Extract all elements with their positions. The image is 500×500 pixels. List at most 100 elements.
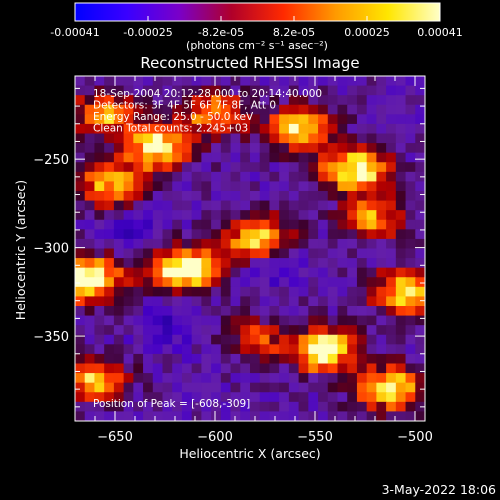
heatmap-cell <box>220 162 232 173</box>
heatmap-cell <box>230 76 241 87</box>
heatmap-cell <box>162 143 173 154</box>
heatmap-cell <box>250 267 261 278</box>
heatmap-cell <box>318 353 329 365</box>
heatmap-cell <box>347 248 358 259</box>
heatmap-cell <box>347 392 358 403</box>
heatmap-cell <box>230 401 241 413</box>
heatmap-cell <box>230 162 241 173</box>
y-tick-label: −300 <box>33 242 69 257</box>
heatmap-cell <box>240 296 251 307</box>
heatmap-cell <box>269 238 280 250</box>
heatmap-cell <box>376 114 387 125</box>
heatmap-cell <box>162 152 173 163</box>
heatmap-cell <box>104 267 115 278</box>
heatmap-cell <box>259 325 271 336</box>
heatmap-cell <box>94 344 105 355</box>
heatmap-cell <box>230 373 241 384</box>
heatmap-cell <box>395 219 407 230</box>
heatmap-cell <box>94 104 105 115</box>
heatmap-cell <box>191 162 202 173</box>
heatmap-cell <box>113 123 125 135</box>
heatmap-cell <box>191 392 202 403</box>
y-axis-label: Heliocentric Y (arcsec) <box>13 180 28 320</box>
heatmap-cell <box>298 248 309 259</box>
heatmap-cell <box>415 238 425 250</box>
heatmap-cell <box>318 76 329 87</box>
heatmap-cell <box>133 200 144 211</box>
heatmap-cell <box>230 104 241 115</box>
heatmap-cell <box>288 296 300 307</box>
heatmap-cell <box>318 363 329 374</box>
heatmap-cell <box>240 238 251 250</box>
heatmap-cell <box>172 353 183 365</box>
heatmap-cell <box>123 152 134 163</box>
heatmap-cell <box>288 123 300 135</box>
heatmap-cell <box>279 401 290 413</box>
heatmap-cell <box>386 353 397 365</box>
heatmap-cell <box>279 143 290 154</box>
heatmap-cell <box>123 219 134 230</box>
heatmap-cell <box>395 267 407 278</box>
heatmap-cell <box>84 382 96 393</box>
heatmap-cell <box>152 152 164 163</box>
heatmap-cell <box>211 85 222 96</box>
heatmap-cell <box>152 219 164 230</box>
heatmap-cell <box>386 334 397 345</box>
heatmap-cell <box>94 382 105 393</box>
heatmap-cell <box>347 104 358 115</box>
heatmap-cell <box>250 104 261 115</box>
heatmap-cell <box>269 353 280 365</box>
heatmap-cell <box>259 181 271 192</box>
heatmap-cell <box>240 114 251 125</box>
heatmap-cell <box>327 162 339 173</box>
heatmap-cell <box>94 191 105 202</box>
heatmap-cell <box>259 248 271 259</box>
observation-info: 18-Sep-2004 20:12:28.000 to 20:14:40.000… <box>93 88 322 135</box>
heatmap-cell <box>162 210 173 221</box>
heatmap-cell <box>250 200 261 211</box>
heatmap-cell <box>113 315 125 326</box>
heatmap-cell <box>356 306 368 317</box>
heatmap-cell <box>133 344 144 355</box>
heatmap-cell <box>152 363 164 374</box>
heatmap-cell <box>308 382 319 393</box>
heatmap-cell <box>279 363 290 374</box>
heatmap-cell <box>94 306 105 317</box>
heatmap-cell <box>75 258 86 269</box>
heatmap-cell <box>211 401 222 413</box>
heatmap-cell <box>356 353 368 365</box>
heatmap-cell <box>405 210 416 221</box>
heatmap-cell <box>172 229 183 240</box>
heatmap-cell <box>308 181 319 192</box>
heatmap-cell <box>259 353 271 365</box>
heatmap-cell <box>337 238 348 250</box>
heatmap-cells <box>75 76 425 421</box>
heatmap-cell <box>230 277 241 288</box>
heatmap-cell <box>269 76 280 87</box>
heatmap-cell <box>104 363 115 374</box>
heatmap-cell <box>84 411 96 421</box>
heatmap-cell <box>356 85 368 96</box>
heatmap-cell <box>172 238 183 250</box>
heatmap-cell <box>269 210 280 221</box>
heatmap-cell <box>211 392 222 403</box>
heatmap-cell <box>366 219 377 230</box>
heatmap-cell <box>162 373 173 384</box>
heatmap-cell <box>288 76 300 87</box>
heatmap-cell <box>201 238 212 250</box>
heatmap-cell <box>298 162 309 173</box>
heatmap-cell <box>415 162 425 173</box>
heatmap-cell <box>162 296 173 307</box>
heatmap-cell <box>104 104 115 115</box>
colorbar-tick-label: 0.00041 <box>417 26 463 39</box>
heatmap-cell <box>84 258 96 269</box>
heatmap-cell <box>113 152 125 163</box>
heatmap-cell <box>143 373 154 384</box>
heatmap-cell <box>405 315 416 326</box>
heatmap-cell <box>337 382 348 393</box>
heatmap-cell <box>347 229 358 240</box>
heatmap-cell <box>220 344 232 355</box>
heatmap-cell <box>259 133 271 144</box>
heatmap-cell <box>405 353 416 365</box>
